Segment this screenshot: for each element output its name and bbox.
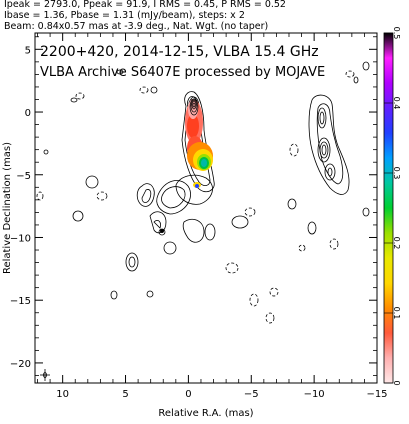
y-tick-label: −20 [10, 359, 31, 370]
contour [141, 189, 152, 203]
contour [182, 218, 205, 243]
contour [287, 198, 297, 210]
x-tick-label: 0 [185, 389, 191, 400]
contour [125, 252, 139, 272]
contour [175, 174, 213, 205]
negative-contour [244, 207, 256, 217]
contour [353, 76, 359, 84]
contour [116, 69, 124, 75]
negative-contour [298, 244, 306, 252]
contour [70, 97, 78, 103]
header-line-3: Beam: 0.84x0.57 mas at -3.9 deg., Nat. W… [4, 21, 269, 32]
x-tick-label: 5 [122, 389, 128, 400]
colorbar-tick-label: 0.1 [392, 307, 401, 320]
negative-contour [345, 70, 355, 78]
contour [317, 107, 327, 129]
contour [362, 61, 370, 71]
contour [43, 149, 49, 155]
contour [136, 183, 155, 207]
x-tick-label: −5 [244, 389, 259, 400]
negative-contour [225, 262, 239, 274]
x-tick-label: −10 [304, 389, 325, 400]
y-tick-label: 0 [25, 108, 31, 119]
color-blob [187, 114, 199, 138]
contour [319, 141, 329, 159]
header-line-1: Ipeak = 2793.0, Ppeak = 91.9, I RMS = 0.… [4, 0, 286, 10]
y-tick-label: −15 [10, 296, 31, 307]
contour [190, 99, 198, 113]
contour [189, 98, 199, 116]
contour [146, 290, 154, 298]
colorbar-tick-label: 0.3 [392, 167, 401, 180]
x-axis-label: Relative R.A. (mas) [158, 408, 253, 419]
contour [150, 86, 158, 94]
colorbar-tick-label: 0.2 [392, 237, 401, 250]
contour [308, 94, 350, 195]
contour [128, 256, 136, 268]
contour [319, 111, 325, 125]
y-axis-label: Relative Declination (mas) [2, 142, 13, 274]
negative-contour [139, 86, 149, 94]
negative-contour [75, 92, 85, 100]
contour [362, 207, 370, 217]
chart-title-line-2: VLBA Archive S6407E processed by MOJAVE [40, 65, 325, 80]
y-axis: 5 0 −5 −10 −15 −20 [10, 36, 377, 376]
contour [231, 215, 249, 229]
negative-contour [269, 287, 279, 297]
colorbar-scale [384, 33, 393, 383]
y-tick-label: 5 [25, 45, 31, 56]
plot-frame [34, 32, 378, 384]
color-blob [201, 159, 207, 167]
x-axis: 10 5 0 −5 −10 −15 [37, 33, 388, 400]
contour [321, 144, 327, 156]
contour [161, 186, 186, 209]
negative-contour [289, 143, 299, 157]
contour [204, 223, 216, 241]
contour [153, 220, 161, 229]
contour [317, 137, 331, 163]
contour [156, 180, 191, 215]
negative-contour [329, 238, 339, 250]
x-tick-label: 10 [56, 389, 69, 400]
negative-contour [249, 293, 259, 307]
contour [110, 290, 118, 300]
contour [163, 241, 177, 255]
negative-contour [265, 312, 275, 324]
contour [149, 211, 167, 234]
contour [307, 221, 317, 235]
negative-contour [96, 191, 108, 201]
colorbar-tick-label: 0.4 [392, 97, 401, 110]
color-blob [160, 229, 164, 233]
y-tick-label: −10 [10, 233, 31, 244]
y-tick-label: −5 [16, 171, 31, 182]
contour [327, 167, 333, 177]
x-tick-label: −15 [366, 389, 387, 400]
contour [192, 102, 196, 108]
polarization-color-layer [160, 99, 213, 233]
color-blob [195, 184, 199, 188]
beam-marker [40, 369, 50, 381]
contour [191, 100, 197, 110]
chart-title-line-1: 2200+420, 2014-12-15, VLBA 15.4 GHz [40, 44, 319, 60]
negative-contour [36, 191, 44, 201]
contour [72, 210, 84, 222]
contour [324, 163, 336, 181]
contour [85, 175, 99, 189]
colorbar-tick-label: 0.5 [392, 27, 401, 40]
colorbar-tick-label: 0 [392, 380, 401, 385]
header-line-2: Ibase = 1.36, Pbase = 1.31 (mJy/beam), s… [4, 10, 245, 21]
colorbar: 0 0.1 0.2 0.3 0.4 0.5 [383, 27, 401, 386]
contour-layer [36, 61, 370, 324]
